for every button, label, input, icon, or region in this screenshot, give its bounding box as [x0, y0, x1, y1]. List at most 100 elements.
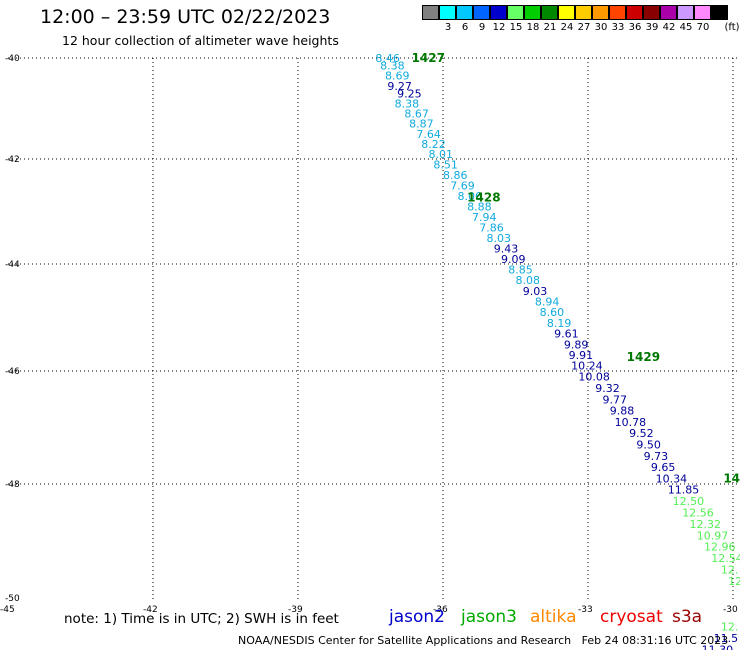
swh-value: 11.85: [668, 484, 700, 497]
legend-label: 36: [628, 22, 642, 33]
swh-value: 9.25: [397, 87, 422, 100]
generated-timestamp: Feb 24 08:31:16 UTC 2023: [581, 634, 729, 647]
swh-value: 10.97: [697, 529, 729, 542]
legend-swatch: [575, 5, 592, 20]
swh-value: 9.73: [644, 450, 669, 463]
swh-value: 8.06: [458, 190, 483, 203]
legend-swatch: [626, 5, 643, 20]
swh-value: 8.46: [375, 52, 400, 65]
swh-value: 8.22: [421, 138, 446, 151]
swh-value: 8.85: [508, 263, 533, 276]
swh-value: 9.03: [523, 285, 548, 298]
legend-label: 21: [543, 22, 557, 33]
swh-value: 8.01: [429, 148, 454, 161]
footer-note: note: 1) Time is in UTC; 2) SWH is in fe…: [64, 611, 339, 627]
swh-value: 9.61: [554, 328, 579, 341]
legend-label: 15: [509, 22, 523, 33]
map-subtitle: 12 hour collection of altimeter wave hei…: [62, 33, 339, 48]
swh-value: 8.38: [380, 60, 405, 73]
lon-label: -33: [578, 605, 593, 615]
legend-swatch: [558, 5, 575, 20]
swh-value: 8.51: [433, 158, 458, 171]
legend-jason2: jason2: [389, 607, 445, 627]
swh-value: 7.64: [416, 128, 441, 141]
swh-value: 9.88: [610, 405, 635, 418]
legend-s3a: s3a: [672, 607, 703, 627]
swh-value: 8.69: [385, 70, 410, 83]
legend-label: 70: [696, 22, 710, 33]
map-title: 12:00 – 23:59 UTC 02/22/2023: [40, 6, 331, 28]
lat-label: -40: [5, 54, 20, 64]
legend-label: 18: [526, 22, 540, 33]
swh-value: 9.77: [603, 393, 628, 406]
legend-cryosat: cryosat: [600, 607, 663, 627]
lat-label: -50: [5, 594, 20, 604]
legend-label: 30: [594, 22, 608, 33]
swh-value: 11.30: [702, 643, 734, 650]
lon-label: -36: [433, 605, 448, 615]
lat-label: -42: [5, 155, 20, 165]
legend-label: 27: [577, 22, 591, 33]
credit-line: NOAA/NESDIS Center for Satellite Applica…: [238, 634, 728, 647]
legend-label: 33: [611, 22, 625, 33]
swh-value: 12.54: [711, 552, 740, 565]
swh-value: 12.50: [673, 495, 705, 508]
legend-swatch: [677, 5, 694, 20]
swh-value: 10.34: [656, 472, 688, 485]
swh-value: 8.87: [409, 118, 434, 131]
legend-label: 12: [492, 22, 506, 33]
legend-jason3: jason3: [461, 607, 517, 627]
time-label: 1428: [467, 190, 500, 204]
legend-label: 45: [679, 22, 693, 33]
legend-label: 3: [444, 22, 452, 33]
credit-text: NOAA/NESDIS Center for Satellite Applica…: [238, 634, 572, 647]
swh-value: 9.52: [629, 427, 654, 440]
swh-value: 7.69: [450, 179, 475, 192]
legend-swatch: [711, 5, 728, 20]
swh-value: 8.19: [547, 317, 572, 330]
legend-swatch: [473, 5, 490, 20]
legend-swatch: [524, 5, 541, 20]
legend-label: 6: [461, 22, 469, 33]
swh-value: 9.09: [501, 253, 526, 266]
swh-value: 12.96: [704, 541, 736, 554]
legend-swatch: [422, 5, 439, 20]
legend-swatch: [592, 5, 609, 20]
legend-swatch: [439, 5, 456, 20]
swh-value: 10.08: [578, 371, 610, 384]
legend-altika: altika: [530, 607, 577, 627]
lon-label: -42: [143, 605, 158, 615]
swh-value: 7.86: [479, 221, 504, 234]
swh-value: 9.91: [569, 349, 594, 362]
time-label: 1429: [627, 350, 660, 364]
swh-value: 8.08: [516, 274, 541, 287]
legend-swatch: [694, 5, 711, 20]
legend-swatch: [643, 5, 660, 20]
lon-label: -30: [723, 605, 738, 615]
legend-swatch: [609, 5, 626, 20]
lat-label: -46: [5, 367, 20, 377]
swh-value: 8.86: [443, 169, 468, 182]
swh-value: 10.78: [615, 416, 647, 429]
swh-value: 8.38: [395, 97, 420, 110]
swh-value: 8.94: [535, 295, 560, 308]
swh-value: 11.5: [714, 632, 739, 645]
legend-unit: (ft): [724, 22, 740, 33]
lat-label: -44: [5, 260, 20, 270]
legend-swatch: [490, 5, 507, 20]
legend-label: 39: [645, 22, 659, 33]
legend-swatch: [507, 5, 524, 20]
time-label: 14: [723, 471, 740, 485]
legend-label: 42: [662, 22, 676, 33]
legend-label: 9: [478, 22, 486, 33]
swh-value: 9.89: [564, 338, 589, 351]
lon-label: -39: [288, 605, 303, 615]
swh-value: 12.: [721, 621, 739, 634]
swh-value: 12.32: [690, 518, 722, 531]
swh-value: 12.: [721, 564, 739, 577]
swh-value: 12: [728, 575, 740, 588]
legend-swatch: [456, 5, 473, 20]
lat-label: -48: [5, 480, 20, 490]
time-label: 1427: [412, 51, 445, 65]
